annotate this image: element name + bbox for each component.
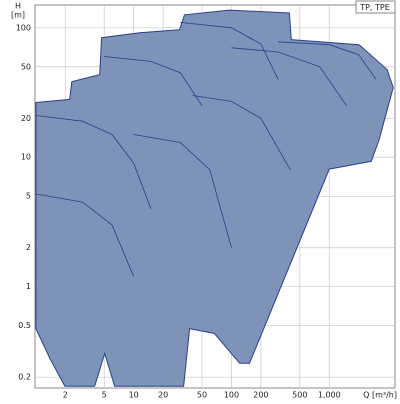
y-tick-label: 50 — [21, 62, 31, 71]
legend-box — [355, 0, 396, 14]
pump-curve — [35, 115, 152, 209]
performance-area — [35, 9, 394, 387]
y-axis-label: H — [15, 2, 21, 11]
y-tick-label: 0.2 — [18, 373, 31, 382]
x-axis-label: Q [m³/h] — [363, 391, 397, 400]
x-tick-label: 20 — [158, 391, 168, 400]
x-tick-label: 100 — [224, 391, 239, 400]
y-tick-label: 100 — [16, 23, 31, 32]
x-tick-label: 50 — [197, 391, 207, 400]
y-tick-label: 2 — [26, 243, 31, 252]
y-tick-label: 0.5 — [18, 321, 31, 330]
x-tick-label: 5 — [102, 391, 107, 400]
x-tick-label: 1,000 — [318, 391, 341, 400]
pump-curve — [231, 47, 347, 106]
y-axis-unit: [m] — [11, 11, 25, 20]
pump-curve — [192, 95, 291, 170]
x-tick-label: 10 — [129, 391, 139, 400]
x-tick-label: 200 — [253, 391, 268, 400]
y-tick-label: 1 — [26, 282, 31, 291]
y-tick-label: 20 — [21, 114, 31, 123]
chart-title: TP, TPE — [359, 3, 390, 12]
x-tick-label: 500 — [292, 391, 307, 400]
x-tick-label: 2 — [63, 391, 68, 400]
pump-curve — [278, 41, 377, 80]
y-tick-label: 10 — [21, 153, 31, 162]
pump-curve — [35, 193, 135, 277]
y-tick-label: 5 — [26, 192, 31, 201]
pump-curve — [180, 22, 279, 80]
pump-curve — [133, 134, 232, 248]
pump-curve — [104, 56, 203, 106]
